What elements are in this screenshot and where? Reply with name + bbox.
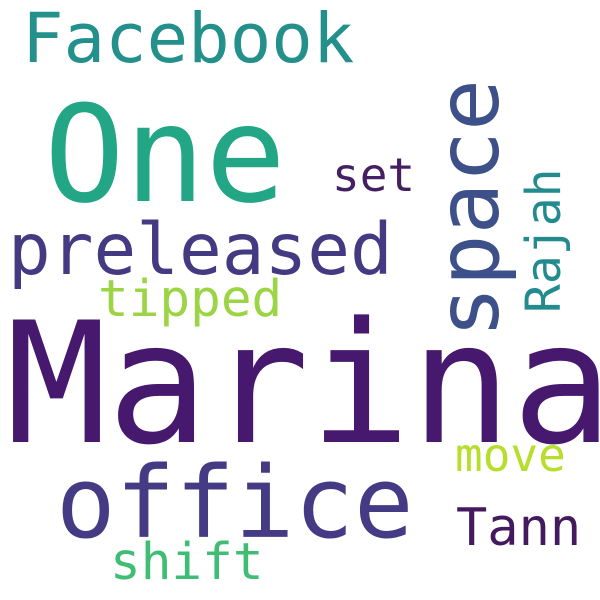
word-tann: Tann <box>456 498 582 558</box>
word-facebook: Facebook <box>22 0 355 79</box>
word-move: move <box>455 428 566 482</box>
word-shift: shift <box>110 533 264 592</box>
word-set: set <box>332 148 416 202</box>
word-one: One <box>44 77 287 233</box>
word-tipped: tipped <box>98 270 283 329</box>
word-office: office <box>56 446 414 561</box>
word-marina: Marina <box>6 286 600 482</box>
word-preleased: preleased <box>8 208 393 291</box>
